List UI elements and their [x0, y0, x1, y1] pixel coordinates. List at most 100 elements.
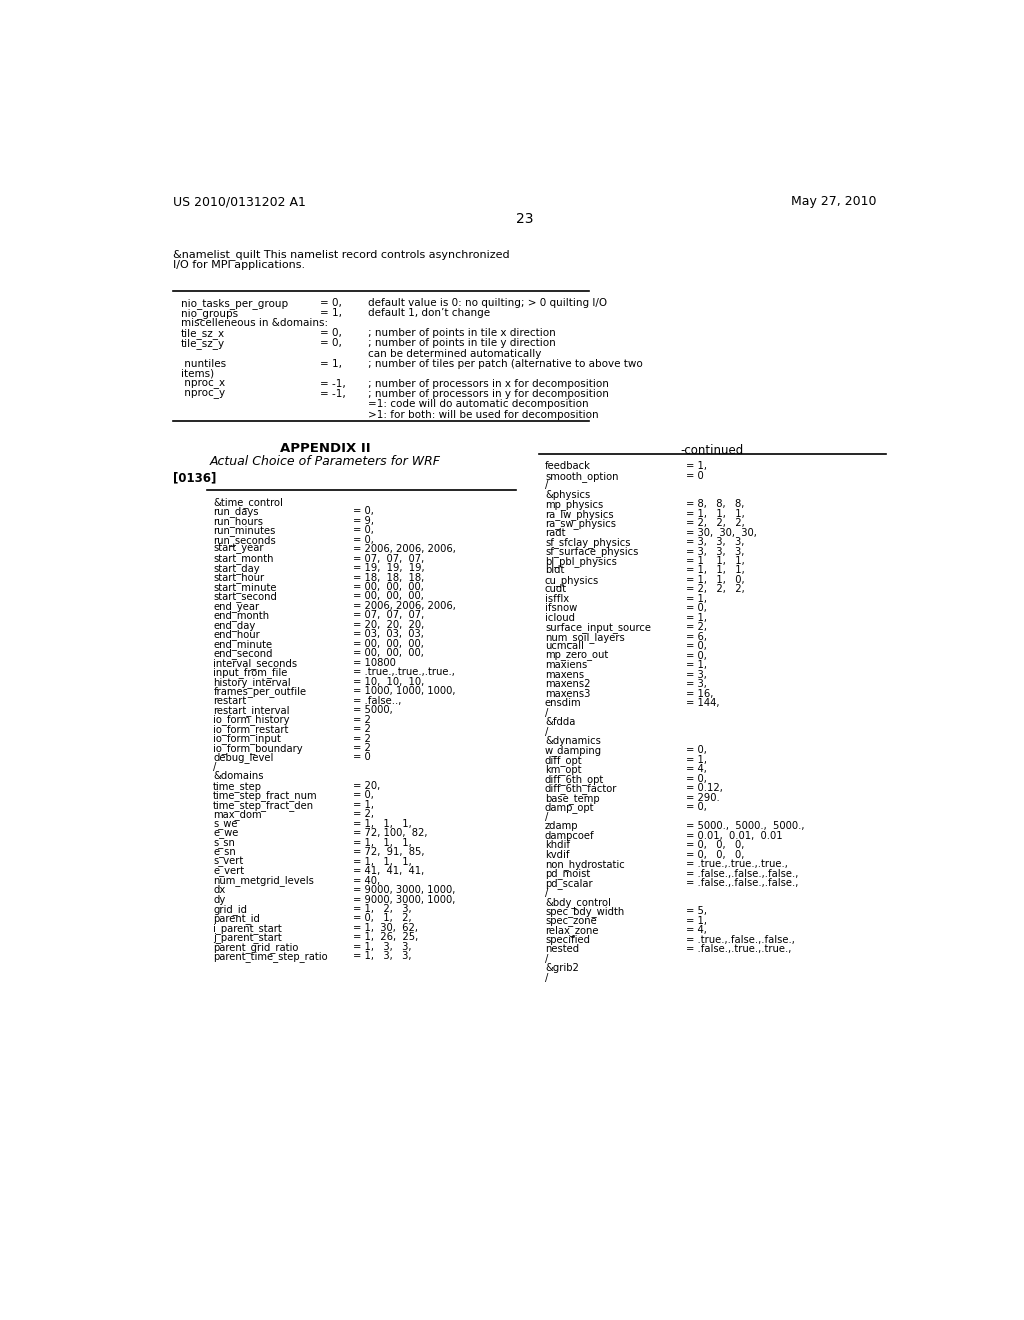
Text: = 0,: = 0,: [686, 651, 707, 661]
Text: = 5000.,  5000.,  5000.,: = 5000., 5000., 5000.,: [686, 821, 805, 832]
Text: = 2: = 2: [352, 725, 371, 734]
Text: start_hour: start_hour: [213, 573, 264, 583]
Text: = 2006, 2006, 2006,: = 2006, 2006, 2006,: [352, 544, 456, 554]
Text: ucmcall: ucmcall: [545, 642, 584, 651]
Text: = 9000, 3000, 1000,: = 9000, 3000, 1000,: [352, 884, 455, 895]
Text: = 0: = 0: [686, 471, 703, 480]
Text: sf_surface_physics: sf_surface_physics: [545, 546, 638, 557]
Text: maxiens: maxiens: [545, 660, 587, 671]
Text: = 1,   3,   3,: = 1, 3, 3,: [352, 952, 412, 961]
Text: = 2,: = 2,: [686, 622, 707, 632]
Text: = 20,: = 20,: [352, 781, 380, 791]
Text: /: /: [213, 762, 217, 772]
Text: = 4,: = 4,: [686, 925, 707, 936]
Text: = 00,  00,  00,: = 00, 00, 00,: [352, 648, 424, 659]
Text: = .true.,.true.,.true.,: = .true.,.true.,.true.,: [686, 859, 787, 869]
Text: = 07,  07,  07,: = 07, 07, 07,: [352, 553, 424, 564]
Text: diff_6th_opt: diff_6th_opt: [545, 774, 604, 785]
Text: end_month: end_month: [213, 610, 269, 622]
Text: -continued: -continued: [681, 444, 744, 457]
Text: s_sn: s_sn: [213, 838, 236, 847]
Text: &fdda: &fdda: [545, 717, 575, 727]
Text: time_step_fract_den: time_step_fract_den: [213, 800, 314, 810]
Text: end_day: end_day: [213, 620, 256, 631]
Text: kvdif: kvdif: [545, 850, 569, 859]
Text: radt: radt: [545, 528, 565, 537]
Text: end_year: end_year: [213, 601, 259, 612]
Text: = 07,  07,  07,: = 07, 07, 07,: [352, 610, 424, 620]
Text: = 0: = 0: [352, 752, 371, 763]
Text: /: /: [545, 726, 548, 737]
Text: = -1,: = -1,: [321, 389, 346, 399]
Text: = 2: = 2: [352, 714, 371, 725]
Text: start_year: start_year: [213, 544, 264, 554]
Text: miscelleneous in &domains:: miscelleneous in &domains:: [180, 318, 328, 329]
Text: = 19,  19,  19,: = 19, 19, 19,: [352, 564, 424, 573]
Text: mp_zero_out: mp_zero_out: [545, 651, 608, 661]
Text: = 0,: = 0,: [352, 791, 374, 800]
Text: APPENDIX II: APPENDIX II: [281, 442, 371, 455]
Text: = 72, 100,  82,: = 72, 100, 82,: [352, 828, 427, 838]
Text: time_step: time_step: [213, 781, 262, 792]
Text: relax_zone: relax_zone: [545, 925, 598, 936]
Text: = 1,   1,   1,: = 1, 1, 1,: [352, 857, 412, 867]
Text: = 1,: = 1,: [686, 755, 707, 764]
Text: maxens2: maxens2: [545, 680, 591, 689]
Text: = 0,: = 0,: [686, 746, 707, 755]
Text: = 1,: = 1,: [686, 660, 707, 671]
Text: = -1,: = -1,: [321, 379, 346, 389]
Text: nuntiles: nuntiles: [180, 359, 226, 368]
Text: = 1,   1,   1,: = 1, 1, 1,: [686, 508, 744, 519]
Text: end_second: end_second: [213, 648, 272, 659]
Text: = 6,: = 6,: [686, 632, 707, 642]
Text: tile_sz_y: tile_sz_y: [180, 338, 225, 350]
Text: ; number of points in tile y direction: ; number of points in tile y direction: [369, 338, 556, 348]
Text: = 3,: = 3,: [686, 680, 707, 689]
Text: parent_id: parent_id: [213, 913, 260, 924]
Text: maxens: maxens: [545, 669, 584, 680]
Text: non_hydrostatic: non_hydrostatic: [545, 859, 625, 870]
Text: e_vert: e_vert: [213, 866, 245, 876]
Text: base_temp: base_temp: [545, 793, 600, 804]
Text: = 1,   1,   1,: = 1, 1, 1,: [352, 818, 412, 829]
Text: s_vert: s_vert: [213, 857, 244, 867]
Text: io_form_restart: io_form_restart: [213, 725, 289, 735]
Text: dx: dx: [213, 884, 225, 895]
Text: = 9,: = 9,: [352, 516, 374, 525]
Text: = 4,: = 4,: [686, 764, 707, 775]
Text: ra_sw_physics: ra_sw_physics: [545, 519, 616, 529]
Text: frames_per_outfile: frames_per_outfile: [213, 686, 306, 697]
Text: interval_seconds: interval_seconds: [213, 657, 297, 669]
Text: &physics: &physics: [545, 490, 590, 500]
Text: = 290.: = 290.: [686, 793, 720, 803]
Text: start_day: start_day: [213, 564, 260, 574]
Text: default value is 0: no quilting; > 0 quilting I/O: default value is 0: no quilting; > 0 qui…: [369, 298, 607, 308]
Text: ensdim: ensdim: [545, 698, 582, 708]
Text: run_minutes: run_minutes: [213, 525, 275, 536]
Text: = 1,   3,   3,: = 1, 3, 3,: [352, 942, 412, 952]
Text: &domains: &domains: [213, 771, 264, 781]
Text: = 1,   2,   3,: = 1, 2, 3,: [352, 904, 412, 913]
Text: parent_time_step_ratio: parent_time_step_ratio: [213, 952, 328, 962]
Text: bl_pbl_physics: bl_pbl_physics: [545, 556, 616, 566]
Text: default 1, don’t change: default 1, don’t change: [369, 308, 490, 318]
Text: = 3,: = 3,: [686, 669, 707, 680]
Text: = .false.,.false.,.false.,: = .false.,.false.,.false.,: [686, 878, 799, 888]
Text: = .true.,.true.,.true.,: = .true.,.true.,.true.,: [352, 667, 455, 677]
Text: grid_id: grid_id: [213, 904, 247, 915]
Text: = 1,: = 1,: [686, 461, 707, 471]
Text: maxens3: maxens3: [545, 689, 590, 698]
Text: = 2: = 2: [352, 743, 371, 752]
Text: cu_physics: cu_physics: [545, 576, 599, 586]
Text: pd_scalar: pd_scalar: [545, 878, 593, 888]
Text: bldt: bldt: [545, 565, 564, 576]
Text: sf_sfclay_physics: sf_sfclay_physics: [545, 537, 631, 548]
Text: &grib2: &grib2: [545, 964, 579, 973]
Text: = 0,: = 0,: [321, 338, 342, 348]
Text: /: /: [545, 973, 548, 983]
Text: May 27, 2010: May 27, 2010: [792, 195, 877, 209]
Text: >1: for both: will be used for decomposition: >1: for both: will be used for decomposi…: [369, 409, 599, 420]
Text: ; number of points in tile x direction: ; number of points in tile x direction: [369, 329, 556, 338]
Text: Actual Choice of Parameters for WRF: Actual Choice of Parameters for WRF: [210, 455, 441, 469]
Text: km_opt: km_opt: [545, 764, 582, 775]
